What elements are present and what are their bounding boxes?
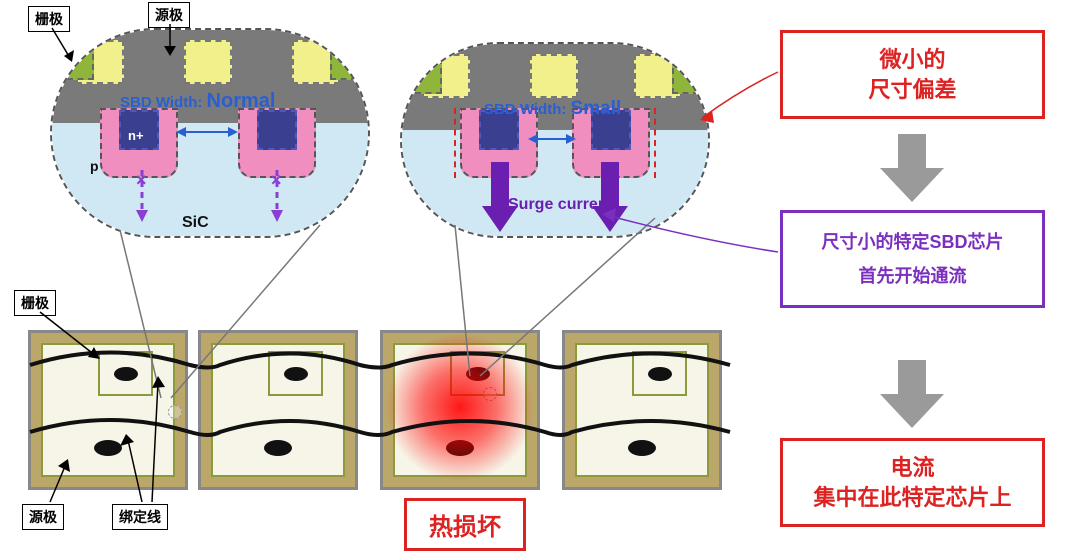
- flow-box-3: 电流集中在此特定芯片上: [780, 438, 1045, 527]
- sbd-width-small-label: SBD Width: Small: [484, 98, 621, 120]
- surge-label: Surge current: [508, 196, 613, 214]
- cross-section-small: SBD Width: Small Surge current: [400, 42, 710, 238]
- flow-box-1: 微小的尺寸偏差: [780, 30, 1045, 119]
- flow-box-2: 尺寸小的特定SBD芯片首先开始通流: [780, 210, 1045, 308]
- svg-text:×: ×: [271, 170, 282, 190]
- flow-arrow-2: [880, 360, 944, 432]
- flow-arrow-1: [880, 134, 944, 206]
- hot-damage-label: 热损坏: [404, 498, 526, 551]
- sbd-width-normal-label: SBD Width: Normal: [120, 90, 275, 113]
- svg-text:×: ×: [136, 170, 147, 190]
